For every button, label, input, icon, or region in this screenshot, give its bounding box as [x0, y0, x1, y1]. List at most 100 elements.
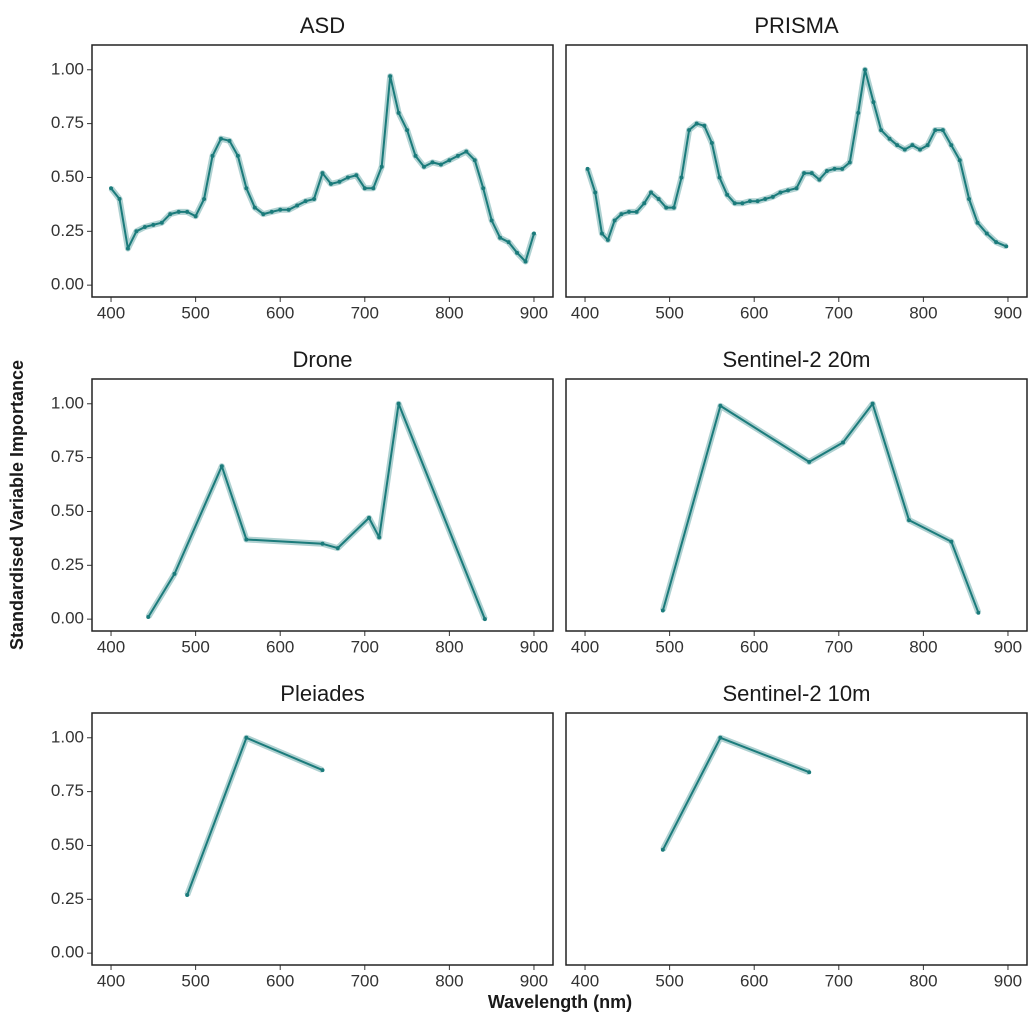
- data-point: [660, 847, 665, 852]
- x-tick-label: 900: [994, 971, 1022, 990]
- data-point: [278, 207, 283, 212]
- data-point: [320, 171, 325, 176]
- x-tick-label: 800: [909, 637, 937, 656]
- data-point: [438, 162, 443, 167]
- x-tick-label: 600: [740, 637, 768, 656]
- data-point: [605, 237, 610, 242]
- y-tick-label: 1.00: [51, 727, 84, 746]
- panel-frame: [91, 44, 554, 298]
- data-point: [210, 153, 215, 158]
- data-point: [320, 768, 325, 773]
- x-tick-label: 700: [351, 971, 379, 990]
- data-point: [694, 121, 699, 126]
- data-point: [269, 209, 274, 214]
- data-point: [802, 171, 807, 176]
- data-point: [755, 199, 760, 204]
- x-tick-label: 700: [825, 303, 853, 322]
- data-point: [887, 136, 892, 141]
- data-point: [770, 194, 775, 199]
- x-tick-label: 700: [825, 971, 853, 990]
- panel-title: Sentinel-2 20m: [723, 347, 871, 372]
- series-line: [147, 402, 486, 620]
- data-point: [940, 128, 945, 133]
- data-point: [709, 141, 714, 145]
- data-point: [718, 735, 723, 740]
- data-point: [362, 186, 367, 191]
- data-point: [879, 128, 884, 133]
- data-point: [312, 197, 317, 201]
- data-point: [585, 166, 590, 171]
- panel-frame: [565, 378, 1028, 632]
- data-point: [702, 123, 707, 128]
- data-point: [949, 143, 954, 148]
- y-tick-label: 1.00: [51, 59, 84, 78]
- data-point: [949, 539, 954, 544]
- data-point: [482, 617, 487, 622]
- data-point: [902, 147, 907, 152]
- x-tick-label: 400: [571, 637, 599, 656]
- data-point: [687, 128, 692, 133]
- data-point: [1004, 244, 1009, 249]
- panel-frame: [565, 44, 1028, 298]
- y-tick-label: 0.00: [51, 609, 84, 628]
- x-tick-label: 600: [740, 303, 768, 322]
- data-point: [159, 220, 164, 225]
- data-point: [335, 546, 340, 551]
- data-point: [218, 136, 223, 141]
- data-point: [396, 110, 401, 115]
- data-point: [371, 186, 376, 191]
- data-point: [286, 207, 291, 212]
- data-point: [612, 218, 617, 223]
- data-point: [627, 209, 632, 214]
- data-point: [634, 209, 639, 214]
- data-point: [244, 735, 249, 740]
- data-point: [717, 175, 722, 180]
- panel-title: Drone: [293, 347, 353, 372]
- data-point: [957, 158, 962, 163]
- data-point: [807, 770, 812, 775]
- data-point: [261, 212, 266, 217]
- data-point: [841, 440, 846, 445]
- panel-frame: [565, 712, 1028, 966]
- data-point: [252, 205, 257, 210]
- series-line: [586, 68, 1007, 248]
- data-point: [447, 158, 452, 163]
- x-tick-label: 400: [97, 971, 125, 990]
- data-point: [649, 190, 654, 195]
- data-point: [303, 199, 308, 204]
- data-point: [732, 201, 737, 206]
- data-point: [660, 608, 665, 613]
- y-tick-label: 0.75: [51, 781, 84, 800]
- x-tick-label: 400: [571, 303, 599, 322]
- data-point: [367, 515, 372, 520]
- x-tick-label: 600: [266, 303, 294, 322]
- data-point: [917, 147, 922, 152]
- data-point: [244, 537, 249, 542]
- data-point: [379, 164, 384, 169]
- x-tick-label: 800: [909, 303, 937, 322]
- data-point: [430, 160, 435, 165]
- data-point: [227, 138, 232, 143]
- data-point: [396, 401, 401, 406]
- data-point: [664, 205, 669, 210]
- panel-frame: [91, 712, 554, 966]
- data-point: [794, 186, 799, 191]
- x-tick-label: 900: [994, 303, 1022, 322]
- data-point: [146, 615, 151, 619]
- data-point: [422, 164, 427, 169]
- x-tick-label: 400: [97, 637, 125, 656]
- x-tick-label: 900: [994, 637, 1022, 656]
- x-tick-label: 800: [435, 637, 463, 656]
- x-tick-label: 700: [351, 637, 379, 656]
- x-tick-label: 500: [655, 637, 683, 656]
- data-point: [847, 160, 852, 165]
- x-tick-label: 500: [181, 637, 209, 656]
- y-tick-label: 0.00: [51, 275, 84, 294]
- data-point: [193, 214, 198, 219]
- data-point: [506, 240, 511, 245]
- data-point: [718, 403, 723, 408]
- data-point: [498, 235, 503, 240]
- data-point: [109, 186, 114, 191]
- data-point: [455, 153, 460, 158]
- data-point: [895, 143, 900, 148]
